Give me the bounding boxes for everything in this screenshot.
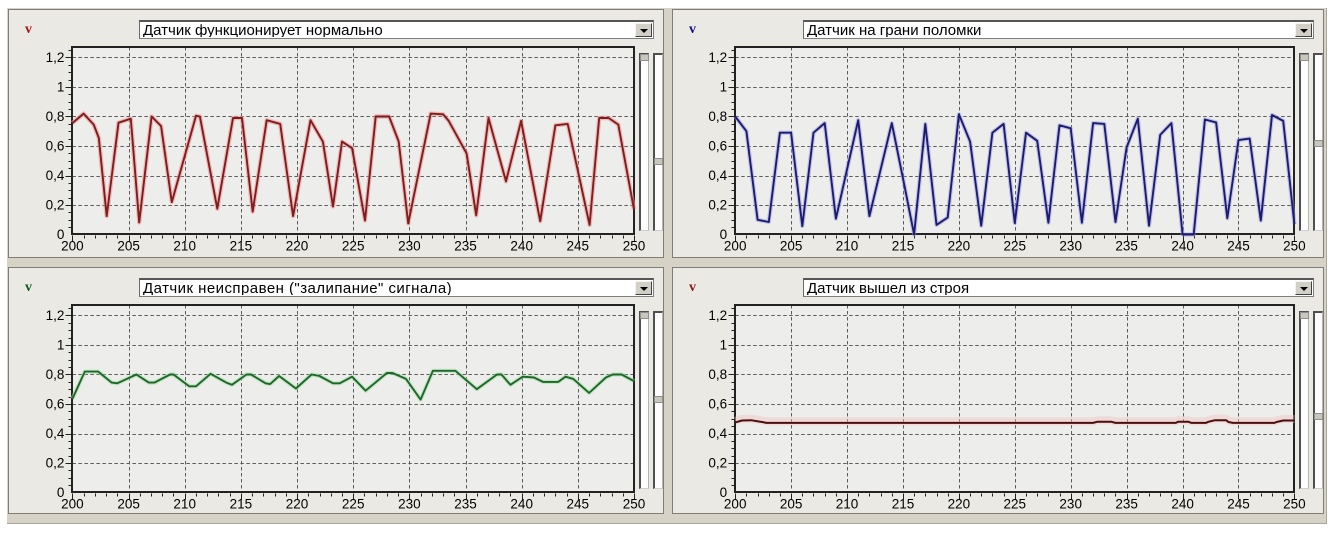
svg-text:230: 230 (1059, 497, 1082, 512)
svg-text:0,8: 0,8 (708, 109, 727, 124)
svg-text:0,6: 0,6 (46, 397, 65, 412)
svg-text:1,2: 1,2 (46, 308, 65, 323)
svg-text:1: 1 (720, 338, 728, 353)
svg-text:225: 225 (1004, 497, 1027, 512)
svg-text:210: 210 (836, 239, 859, 254)
svg-text:205: 205 (117, 239, 140, 254)
svg-text:240: 240 (1171, 497, 1194, 512)
svg-text:210: 210 (173, 497, 196, 512)
svg-text:1,2: 1,2 (708, 308, 727, 323)
svg-text:250: 250 (623, 497, 646, 512)
svg-text:0: 0 (720, 485, 728, 500)
svg-text:0,8: 0,8 (708, 367, 727, 382)
svg-text:0,4: 0,4 (46, 426, 65, 441)
svg-text:0: 0 (57, 485, 65, 500)
svg-text:200: 200 (724, 239, 747, 254)
svg-text:205: 205 (780, 239, 803, 254)
svg-text:0,2: 0,2 (46, 198, 65, 213)
svg-text:235: 235 (1115, 239, 1138, 254)
svg-text:245: 245 (1227, 239, 1250, 254)
svg-text:0,6: 0,6 (708, 139, 727, 154)
svg-text:1,2: 1,2 (708, 50, 727, 65)
svg-text:215: 215 (892, 239, 915, 254)
svg-text:215: 215 (230, 239, 253, 254)
svg-text:240: 240 (1171, 239, 1194, 254)
svg-text:220: 220 (286, 239, 309, 254)
svg-text:1: 1 (57, 338, 65, 353)
svg-text:1: 1 (57, 80, 65, 95)
svg-text:240: 240 (510, 497, 533, 512)
svg-text:215: 215 (230, 497, 253, 512)
svg-text:210: 210 (173, 239, 196, 254)
svg-text:235: 235 (1115, 497, 1138, 512)
svg-text:225: 225 (1004, 239, 1027, 254)
svg-text:245: 245 (567, 497, 590, 512)
svg-text:0: 0 (57, 227, 65, 242)
svg-text:200: 200 (61, 497, 84, 512)
svg-text:235: 235 (454, 239, 477, 254)
svg-text:220: 220 (286, 497, 309, 512)
svg-text:225: 225 (342, 239, 365, 254)
svg-text:220: 220 (948, 497, 971, 512)
svg-text:245: 245 (1227, 497, 1250, 512)
svg-text:0,4: 0,4 (708, 426, 727, 441)
svg-text:250: 250 (1283, 239, 1306, 254)
svg-text:1,2: 1,2 (46, 50, 65, 65)
svg-text:225: 225 (342, 497, 365, 512)
svg-text:210: 210 (836, 497, 859, 512)
svg-text:0,2: 0,2 (46, 456, 65, 471)
svg-text:0,8: 0,8 (46, 109, 65, 124)
svg-text:235: 235 (454, 497, 477, 512)
svg-text:215: 215 (892, 497, 915, 512)
svg-text:0,2: 0,2 (708, 198, 727, 213)
svg-text:0,2: 0,2 (708, 456, 727, 471)
svg-text:220: 220 (948, 239, 971, 254)
svg-text:0,8: 0,8 (46, 367, 65, 382)
svg-text:230: 230 (1059, 239, 1082, 254)
svg-text:1: 1 (720, 80, 728, 95)
svg-text:0,4: 0,4 (708, 168, 727, 183)
svg-text:0,6: 0,6 (708, 397, 727, 412)
svg-text:0: 0 (720, 227, 728, 242)
svg-text:205: 205 (780, 497, 803, 512)
svg-text:0,6: 0,6 (46, 139, 65, 154)
svg-text:250: 250 (623, 239, 646, 254)
svg-text:240: 240 (510, 239, 533, 254)
svg-text:230: 230 (398, 239, 421, 254)
svg-text:205: 205 (117, 497, 140, 512)
svg-text:200: 200 (61, 239, 84, 254)
svg-text:230: 230 (398, 497, 421, 512)
svg-text:245: 245 (567, 239, 590, 254)
svg-text:250: 250 (1283, 497, 1306, 512)
svg-text:0,4: 0,4 (46, 168, 65, 183)
svg-text:200: 200 (724, 497, 747, 512)
